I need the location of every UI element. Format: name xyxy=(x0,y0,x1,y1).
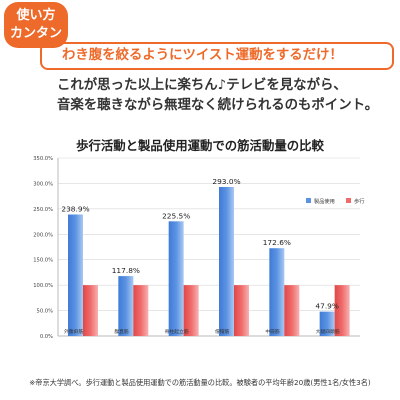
bar-walking xyxy=(234,285,249,336)
data-label: 293.0% xyxy=(212,177,240,186)
headline-text: わき腹を絞るようにツイスト運動をするだけ！ xyxy=(62,48,343,63)
y-tick-label: 100.0% xyxy=(33,283,53,289)
y-tick-label: 350.0% xyxy=(33,156,53,162)
legend-label-product: 製品使用 xyxy=(314,197,335,205)
category-label: 中殿筋 xyxy=(265,328,280,335)
bar-product xyxy=(319,311,335,336)
bar-product xyxy=(269,248,285,336)
bar-walking xyxy=(284,285,300,336)
data-label: 225.5% xyxy=(162,211,190,220)
y-tick-label: 150.0% xyxy=(33,258,53,264)
description-line-1: これが思った以上に楽ちん♪テレビを見ながら、 xyxy=(57,78,347,93)
chart-title: 歩行活動と製品使用運動での筋活動量の比較 xyxy=(76,138,324,153)
legend-label-walking: 歩行 xyxy=(354,197,364,205)
bar-walking xyxy=(83,285,98,336)
badge-line-1: 使い方 xyxy=(16,8,56,23)
headline-banner: わき腹を絞るようにツイスト運動をするだけ！ xyxy=(40,42,394,70)
y-tick-label: 250.0% xyxy=(33,207,53,213)
bar-walking xyxy=(133,285,149,336)
data-label: 238.9% xyxy=(61,205,89,214)
usage-badge: 使い方 カンタン xyxy=(4,2,68,48)
category-label: 僧帽筋 xyxy=(215,328,230,335)
data-label: 47.9% xyxy=(315,302,338,311)
badge-line-2: カンタン xyxy=(9,26,62,41)
y-tick-label: 300.0% xyxy=(33,181,53,187)
y-tick-label: 50.0% xyxy=(37,309,54,315)
data-label: 172.6% xyxy=(263,238,291,247)
bar-walking xyxy=(334,285,350,336)
bar-product xyxy=(68,214,83,336)
bar-walking xyxy=(183,285,199,336)
footnote: ※帝京大学調べ。歩行運動と製品使用運動での筋活動量の比較。被験者の平均年齢20歳… xyxy=(29,378,371,387)
category-label: 外腹斜筋 xyxy=(64,328,83,335)
legend-swatch-product xyxy=(306,198,311,203)
category-label: 大腿四頭筋 xyxy=(316,328,340,335)
legend-swatch-walking xyxy=(346,198,351,203)
description: これが思った以上に楽ちん♪テレビを見ながら、 音楽を聴きながら無理なく続けられる… xyxy=(57,76,397,116)
category-label: 腹直筋 xyxy=(114,328,129,335)
bar-product xyxy=(118,276,134,336)
y-tick-label: 200.0% xyxy=(33,232,53,238)
data-label: 117.8% xyxy=(112,266,140,275)
bar-product xyxy=(219,186,234,336)
description-line-2: 音楽を聴きながら無理なく続けられるのもポイント。 xyxy=(57,98,379,113)
bar-product xyxy=(168,221,184,336)
y-tick-label: 0.0% xyxy=(40,334,53,340)
muscle-activity-chart: 0.0% 50.0% 100.0% 150.0% 200.0% 250.0% 300.0% 3… xyxy=(33,156,364,340)
category-label: 脊柱起立筋 xyxy=(165,328,189,335)
